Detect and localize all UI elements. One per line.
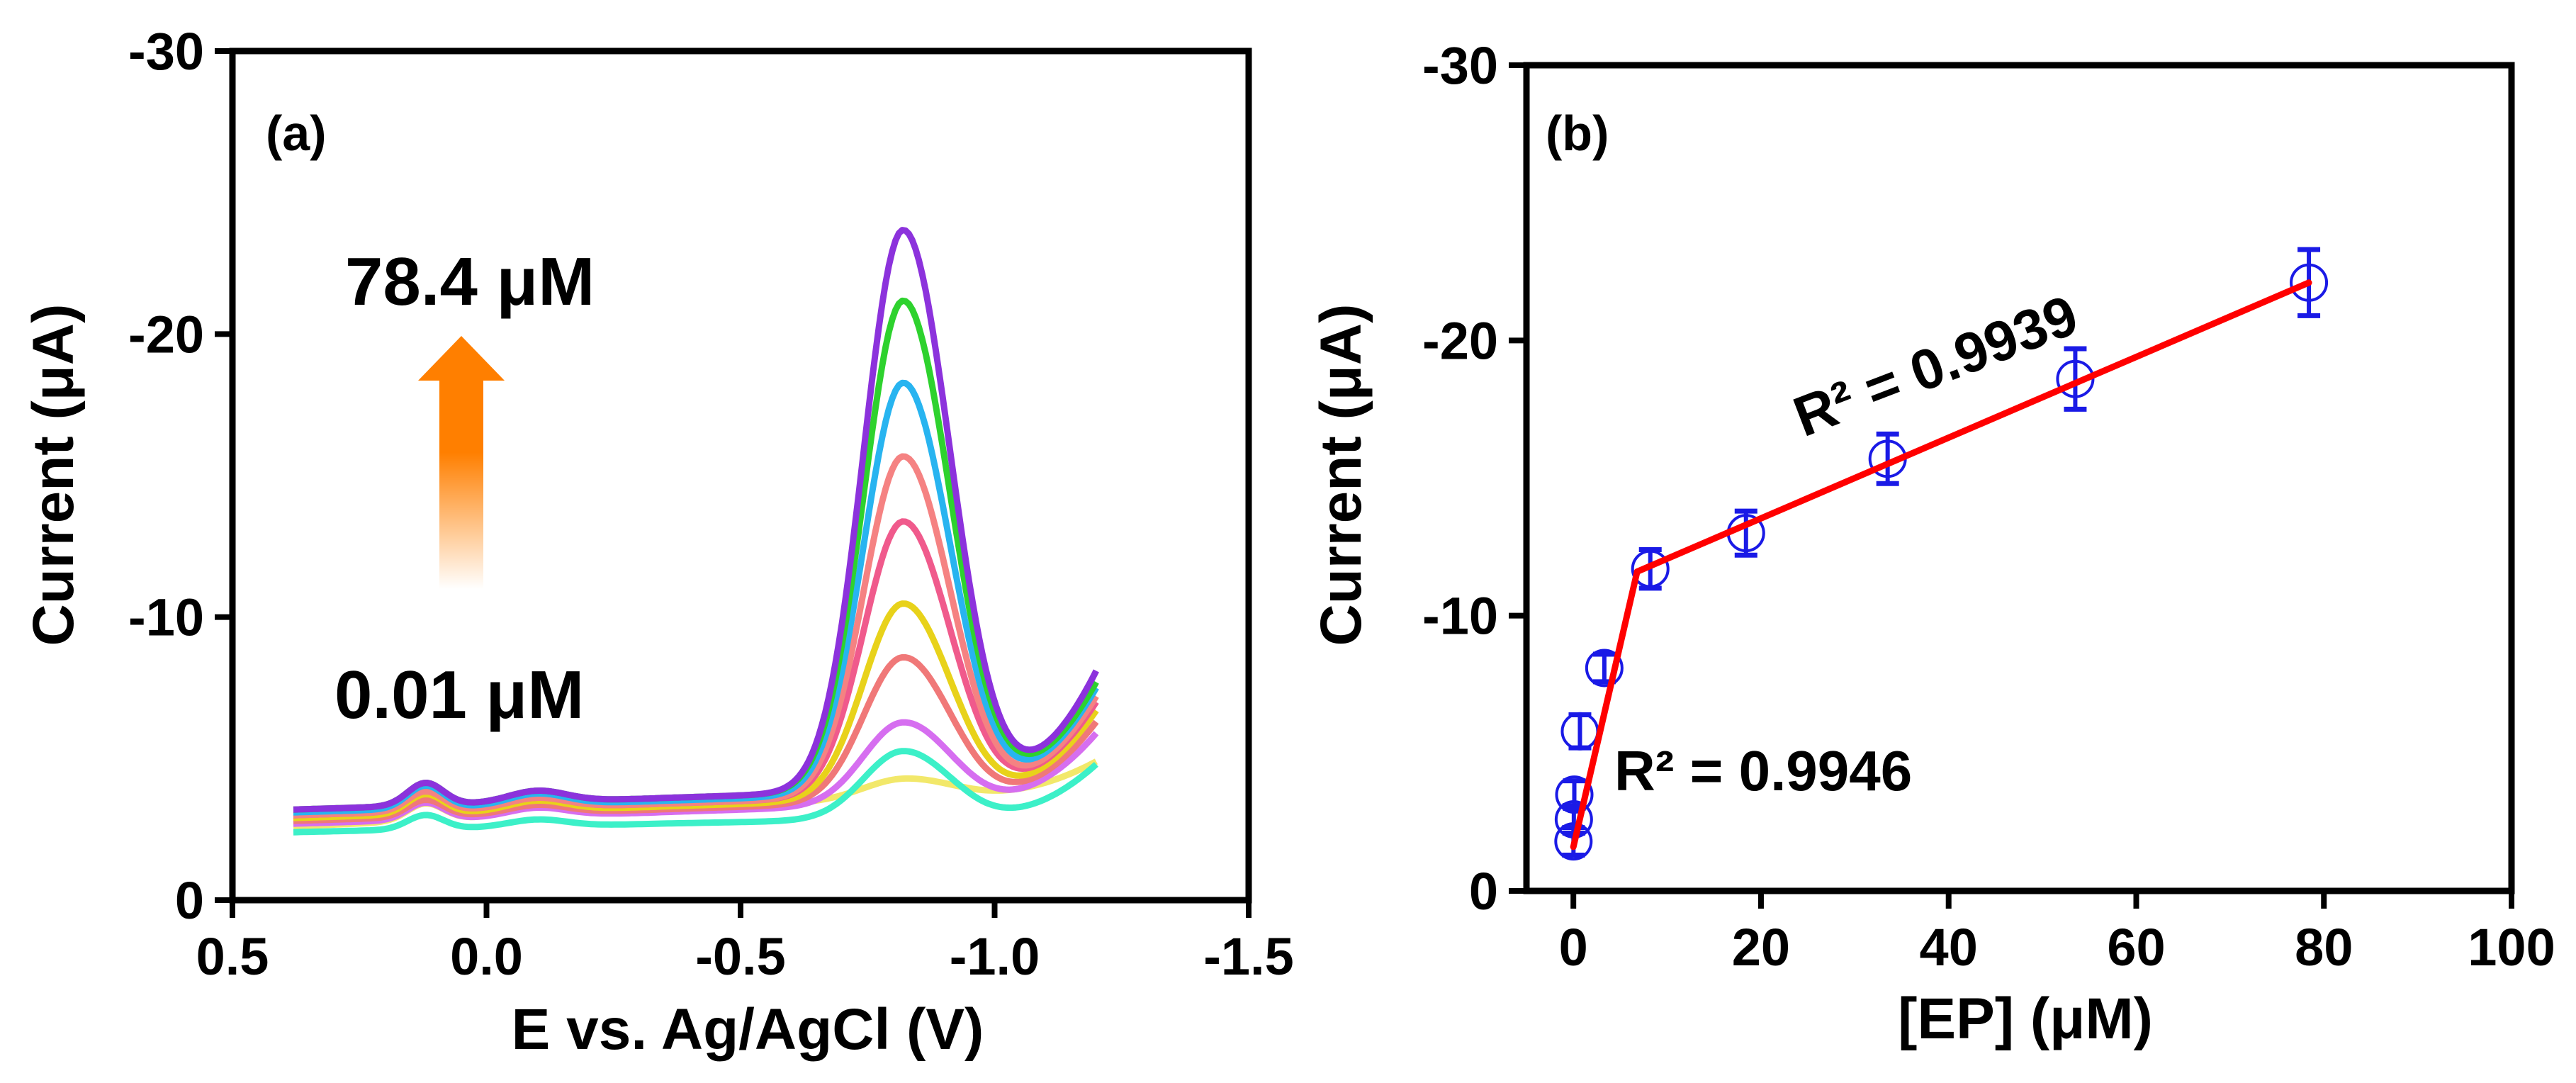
fit-line xyxy=(1633,279,2312,576)
calibration-data xyxy=(1554,247,2329,861)
panel-b-x-axis-label: [EP] (μM) xyxy=(1898,987,2153,1051)
data-marker xyxy=(1585,649,1624,688)
panel-a-x-axis-label: E vs. Ag/AgCl (V) xyxy=(512,997,984,1062)
x-tick-label: 60 xyxy=(2107,918,2165,977)
x-tick-label: 40 xyxy=(1920,918,1978,977)
panel-a-frame xyxy=(229,47,1252,904)
voltammogram-line xyxy=(293,227,1099,813)
panel-b: 0 20 40 60 80 100 0 -10 -20 -30 (b) [EP] (μM) Cur… xyxy=(1309,36,2555,1051)
high-range-r2-label: R² = 0.9939 xyxy=(1785,283,2086,449)
panel-b-axis-ticks: 0 20 40 60 80 100 0 -10 -20 -30 xyxy=(1422,36,2555,977)
panel-a: 0.5 0.0 -0.5 -1.0 -1.5 0 -10 -20 -30 (a) E vs. A… xyxy=(21,22,1294,1062)
x-tick-label: -1.0 xyxy=(950,927,1040,986)
panel-b-label: (b) xyxy=(1546,106,1609,161)
y-tick-label: -30 xyxy=(1422,36,1498,95)
high-concentration-label: 78.4 μM xyxy=(345,244,595,320)
x-tick-label: 0.5 xyxy=(196,927,269,986)
voltammogram-curves xyxy=(293,227,1099,836)
x-tick-label: 0.0 xyxy=(450,927,523,986)
y-tick-label: -20 xyxy=(128,305,204,364)
panel-a-y-axis-label: Current (μA) xyxy=(21,304,86,646)
y-tick-label: -30 xyxy=(128,22,204,81)
low-range-r2-label: R² = 0.9946 xyxy=(1614,739,1912,802)
data-marker xyxy=(1631,549,1670,588)
voltammogram-line xyxy=(293,379,1099,816)
x-tick-label: 0 xyxy=(1559,918,1588,977)
data-point xyxy=(1726,508,1765,558)
y-tick-label: 0 xyxy=(175,871,204,930)
panel-a-label: (a) xyxy=(266,106,327,161)
x-tick-label: -0.5 xyxy=(695,927,786,986)
x-tick-label: 80 xyxy=(2295,918,2353,977)
y-tick-label: -20 xyxy=(1422,311,1498,370)
y-tick-label: 0 xyxy=(1469,862,1498,921)
data-point xyxy=(1560,712,1599,751)
concentration-arrow xyxy=(418,336,505,589)
panel-b-y-axis-label: Current (μA) xyxy=(1309,304,1373,646)
voltammogram-line xyxy=(293,748,1098,836)
low-concentration-label: 0.01 μM xyxy=(334,657,584,733)
x-tick-label: -1.5 xyxy=(1203,927,1294,986)
x-tick-label: 20 xyxy=(1732,918,1790,977)
y-tick-label: -10 xyxy=(1422,587,1498,646)
x-tick-label: 100 xyxy=(2468,918,2555,977)
panel-b-frame xyxy=(1523,62,2515,894)
data-marker xyxy=(1555,775,1594,814)
y-tick-label: -10 xyxy=(128,588,204,647)
data-marker xyxy=(2290,263,2329,302)
fit-line xyxy=(1570,568,1641,851)
panel-a-axis-ticks: 0.5 0.0 -0.5 -1.0 -1.5 0 -10 -20 -30 xyxy=(128,22,1294,986)
